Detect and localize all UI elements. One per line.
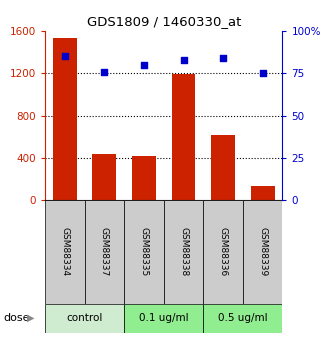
Bar (211, 135, 235, 200)
Bar (203, 200, 243, 304)
Bar (45, 200, 84, 304)
Text: GSM88339: GSM88339 (258, 227, 267, 276)
Bar (164, 200, 203, 304)
Text: 0.1 ug/ml: 0.1 ug/ml (139, 313, 188, 323)
Bar (132, 156, 156, 200)
Bar (92, 154, 116, 200)
Title: GDS1809 / 1460330_at: GDS1809 / 1460330_at (87, 16, 241, 29)
Bar (53, 38, 77, 200)
Point (221, 55, 226, 61)
Text: control: control (66, 313, 103, 323)
Text: GSM88334: GSM88334 (60, 227, 69, 276)
Text: dose: dose (3, 313, 30, 323)
Text: GSM88336: GSM88336 (219, 227, 228, 276)
Bar (45, 304, 124, 333)
Bar (172, 75, 195, 200)
Point (181, 57, 186, 62)
Point (260, 71, 265, 76)
Bar (84, 200, 124, 304)
Point (102, 69, 107, 75)
Text: ▶: ▶ (27, 313, 35, 323)
Text: 0.5 ug/ml: 0.5 ug/ml (218, 313, 268, 323)
Text: GSM88338: GSM88338 (179, 227, 188, 276)
Bar (203, 304, 282, 333)
Point (62, 54, 67, 59)
Bar (124, 200, 164, 304)
Bar (251, 186, 274, 200)
Bar (243, 200, 282, 304)
Bar (124, 304, 203, 333)
Text: GSM88335: GSM88335 (139, 227, 148, 276)
Text: GSM88337: GSM88337 (100, 227, 109, 276)
Point (141, 62, 146, 68)
